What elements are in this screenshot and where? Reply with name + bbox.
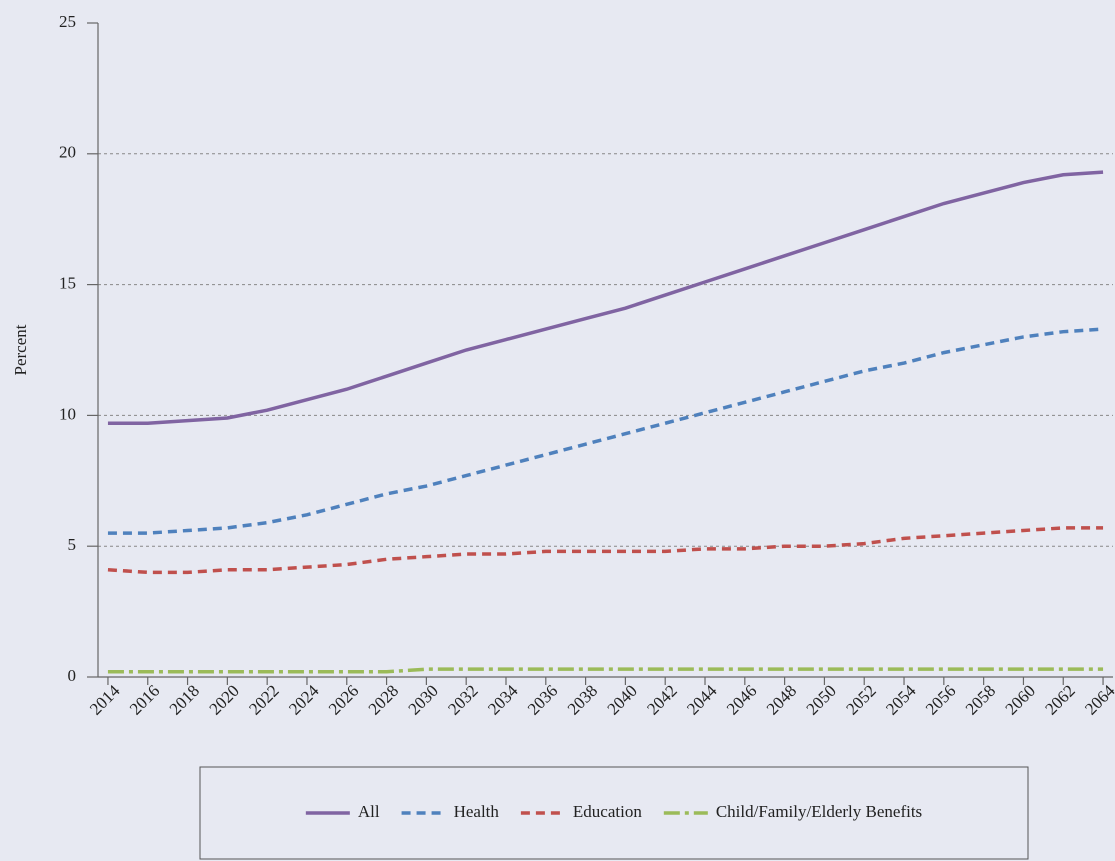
x-tick-label: 2046 [723, 681, 760, 718]
y-axis-label: Percent [11, 324, 30, 375]
legend-label: All [358, 802, 380, 821]
x-tick-label: 2026 [325, 681, 362, 718]
x-tick-label: 2022 [245, 681, 282, 718]
legend-label: Health [454, 802, 500, 821]
legend-label: Child/Family/Elderly Benefits [716, 802, 922, 821]
x-tick-label: 2024 [285, 681, 323, 719]
x-tick-label: 2060 [1002, 681, 1039, 718]
x-tick-label: 2018 [166, 681, 203, 718]
y-tick-label: 10 [59, 404, 76, 423]
x-tick-label: 2048 [763, 681, 800, 718]
x-tick-label: 2050 [803, 681, 840, 718]
x-tick-label: 2016 [126, 681, 163, 718]
legend-box [199, 766, 1029, 860]
x-tick-label: 2042 [643, 681, 680, 718]
x-tick-label: 2044 [683, 681, 721, 719]
series-line [107, 327, 1104, 535]
legend: All Health Education Child/Family/Elderly B… [305, 802, 922, 821]
x-tick-label: 2058 [962, 681, 999, 718]
x-tick-label: 2014 [86, 681, 124, 719]
x-tick-label: 2054 [882, 681, 920, 719]
x-tick-label: 2036 [524, 681, 561, 718]
x-tick-label: 2052 [842, 681, 879, 718]
x-tick-label: 2028 [365, 681, 402, 718]
x-tick-label: 2038 [564, 681, 601, 718]
series-line [107, 526, 1104, 575]
y-tick-label: 20 [59, 143, 76, 162]
x-tick-label: 2040 [604, 681, 641, 718]
series-line [107, 667, 1104, 674]
y-tick-label: 0 [68, 666, 77, 685]
legend-label: Education [573, 802, 642, 821]
series-line [107, 170, 1104, 425]
x-tick-label: 2064 [1081, 681, 1115, 719]
y-tick-label: 25 [59, 12, 76, 31]
x-tick-label: 2034 [484, 681, 522, 719]
x-tick-label: 2062 [1041, 681, 1078, 718]
x-tick-label: 2020 [205, 681, 242, 718]
x-tick-label: 2032 [444, 681, 481, 718]
y-tick-label: 5 [68, 535, 77, 554]
x-tick-label: 2056 [922, 681, 959, 718]
x-tick-label: 2030 [404, 681, 441, 718]
y-tick-label: 15 [59, 274, 76, 293]
